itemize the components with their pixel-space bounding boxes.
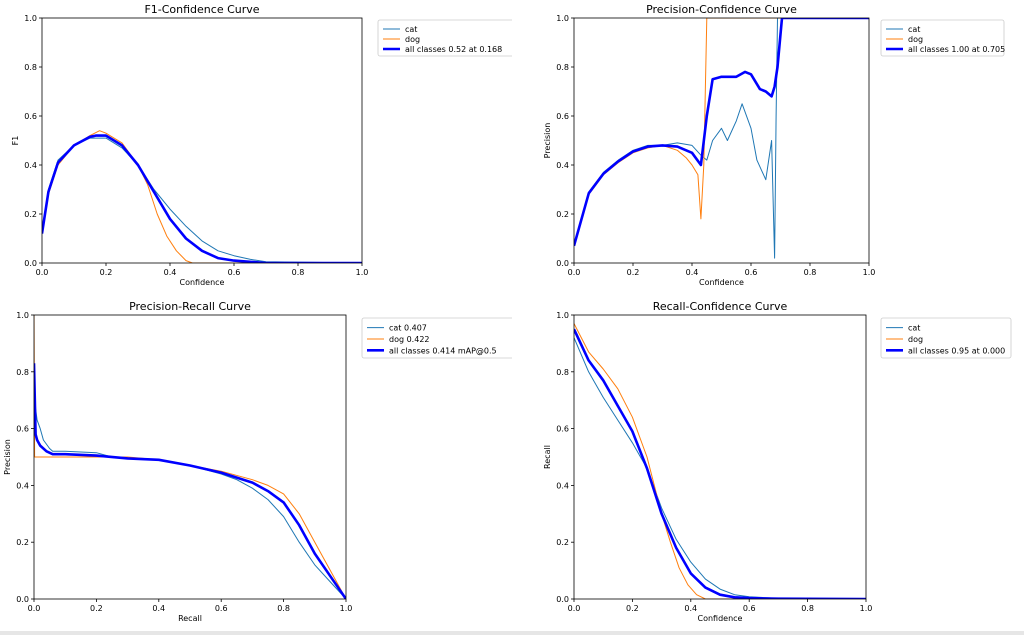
y-tick-label: 0.6	[556, 112, 569, 121]
x-tick-label: 0.0	[568, 268, 581, 277]
x-tick-label: 0.0	[568, 604, 581, 613]
y-axis-label: Precision	[543, 123, 552, 159]
x-axis-label: Confidence	[699, 278, 744, 287]
x-tick-label: 0.4	[152, 604, 165, 613]
chart-svg: 0.0 0.2 0.4 0.6 0.8 1.0 0.0 0.2 0.4 0.6 0.8 1.0 F1-C…	[11, 3, 524, 287]
legend-entry-label: all classes 0.414 mAP@0.5	[389, 346, 497, 355]
x-tick-label: 0.8	[804, 268, 817, 277]
y-axis-label: Recall	[543, 445, 552, 469]
y-tick-label: 0.8	[556, 63, 569, 72]
y-tick-label: 0.6	[556, 425, 569, 434]
chart-svg: 0.0 0.2 0.4 0.6 0.8 1.0 0.0 0.2 0.4 0.6 0.8 1.0 Prec…	[3, 300, 529, 623]
y-tick-label: 0.2	[24, 210, 37, 219]
y-tick-label: 1.0	[16, 311, 29, 320]
y-tick-label: 0.4	[16, 481, 29, 490]
y-tick-label: 0.4	[24, 161, 37, 170]
x-axis-label: Confidence	[698, 614, 743, 623]
x-tick-label: 0.8	[277, 604, 290, 613]
y-tick-label: 0.0	[16, 595, 29, 604]
precision-confidence-panel: 0.0 0.2 0.4 0.6 0.8 1.0 0.0 0.2 0.4 0.6 0.8 1.0 Prec…	[0, 0, 1024, 295]
legend-entry-label: dog 0.422	[389, 335, 430, 344]
y-tick-label: 1.0	[556, 311, 569, 320]
x-tick-label: 0.0	[36, 268, 49, 277]
x-tick-label: 0.2	[90, 604, 103, 613]
window-bottom-edge	[0, 631, 1024, 635]
x-axis-label: Recall	[178, 614, 202, 623]
x-tick-label: 0.8	[801, 604, 814, 613]
y-tick-label: 0.6	[16, 425, 29, 434]
x-tick-label: 0.4	[164, 268, 177, 277]
series-line	[42, 134, 362, 263]
y-tick-label: 0.0	[556, 259, 569, 268]
y-tick-label: 0.0	[556, 595, 569, 604]
y-tick-label: 0.2	[556, 538, 569, 547]
x-tick-label: 0.6	[215, 604, 228, 613]
y-tick-label: 0.4	[556, 481, 569, 490]
legend-entry-label: dog	[405, 35, 420, 44]
y-tick-label: 1.0	[24, 14, 37, 23]
legend-entry-label: dog	[908, 35, 923, 44]
series-line	[574, 337, 866, 599]
y-tick-label: 0.2	[16, 538, 29, 547]
x-axis-label: Confidence	[180, 278, 225, 287]
precision-recall-panel: 0.0 0.2 0.4 0.6 0.8 1.0 0.0 0.2 0.4 0.6 0.8 1.0 Prec…	[0, 0, 529, 635]
y-tick-label: 0.0	[24, 259, 37, 268]
legend-entry-label: all classes 0.52 at 0.168	[405, 45, 502, 54]
y-tick-label: 0.2	[556, 210, 569, 219]
series-line	[574, 328, 866, 599]
chart-title: Precision-Confidence Curve	[646, 3, 797, 16]
x-tick-label: 0.2	[626, 604, 639, 613]
legend-entry-label: cat	[908, 324, 920, 333]
legend: cat 0.407 dog 0.422 all classes 0.414 mAP@…	[361, 317, 529, 359]
legend-entry-label: cat	[908, 25, 920, 34]
legend-entry-label: all classes 1.00 at 0.705	[908, 45, 1005, 54]
x-tick-label: 1.0	[356, 268, 369, 277]
x-tick-label: 0.2	[627, 268, 640, 277]
y-tick-label: 0.8	[24, 63, 37, 72]
x-tick-label: 0.0	[28, 604, 41, 613]
y-tick-label: 0.8	[16, 368, 29, 377]
x-tick-label: 0.6	[228, 268, 241, 277]
x-tick-label: 0.6	[743, 604, 756, 613]
legend-entry-label: all classes 0.95 at 0.000	[908, 346, 1005, 355]
x-tick-label: 0.6	[745, 268, 758, 277]
y-axis-label: F1	[11, 136, 20, 146]
x-tick-label: 1.0	[860, 604, 873, 613]
chart-svg: 0.0 0.2 0.4 0.6 0.8 1.0 0.0 0.2 0.4 0.6 0.8 1.0 Prec…	[543, 3, 1005, 287]
x-tick-label: 0.4	[684, 604, 697, 613]
y-tick-label: 1.0	[556, 14, 569, 23]
y-axis-label: Precision	[3, 439, 12, 475]
legend: cat dog all classes 0.95 at 0.000	[880, 317, 1012, 359]
legend-entry-label: dog	[908, 335, 923, 344]
y-tick-label: 0.4	[556, 161, 569, 170]
y-tick-label: 0.6	[24, 112, 37, 121]
x-tick-label: 0.8	[292, 268, 305, 277]
x-tick-label: 0.2	[100, 268, 113, 277]
chart-title: F1-Confidence Curve	[144, 3, 259, 16]
chart-title: Precision-Recall Curve	[129, 300, 251, 313]
series-line	[574, 18, 869, 247]
x-tick-label: 0.4	[686, 268, 699, 277]
y-tick-label: 0.8	[556, 368, 569, 377]
x-tick-label: 1.0	[863, 268, 876, 277]
series-line	[34, 363, 346, 599]
chart-title: Recall-Confidence Curve	[653, 300, 788, 313]
f1-confidence-panel: 0.0 0.2 0.4 0.6 0.8 1.0 0.0 0.2 0.4 0.6 0.8 1.0 F1-C…	[0, 0, 524, 295]
legend-entry-label: cat 0.407	[389, 324, 427, 333]
legend-entry-label: cat	[405, 25, 417, 34]
x-tick-label: 1.0	[340, 604, 353, 613]
